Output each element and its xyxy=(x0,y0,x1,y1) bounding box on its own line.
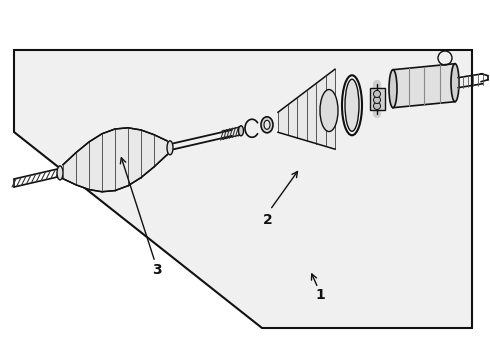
Ellipse shape xyxy=(320,90,338,131)
Ellipse shape xyxy=(451,64,459,102)
Polygon shape xyxy=(63,128,167,192)
Circle shape xyxy=(373,96,381,103)
Ellipse shape xyxy=(261,117,273,133)
Circle shape xyxy=(373,90,381,98)
Text: 1: 1 xyxy=(315,288,325,302)
Text: 2: 2 xyxy=(263,213,273,227)
Polygon shape xyxy=(278,69,335,149)
Polygon shape xyxy=(393,64,455,108)
Polygon shape xyxy=(370,88,385,110)
Ellipse shape xyxy=(345,79,359,131)
Ellipse shape xyxy=(264,120,270,129)
Ellipse shape xyxy=(239,126,244,136)
Ellipse shape xyxy=(167,141,173,155)
Text: 3: 3 xyxy=(152,263,162,277)
Circle shape xyxy=(373,103,381,109)
Ellipse shape xyxy=(57,166,63,180)
Polygon shape xyxy=(14,50,472,328)
Ellipse shape xyxy=(389,70,397,108)
